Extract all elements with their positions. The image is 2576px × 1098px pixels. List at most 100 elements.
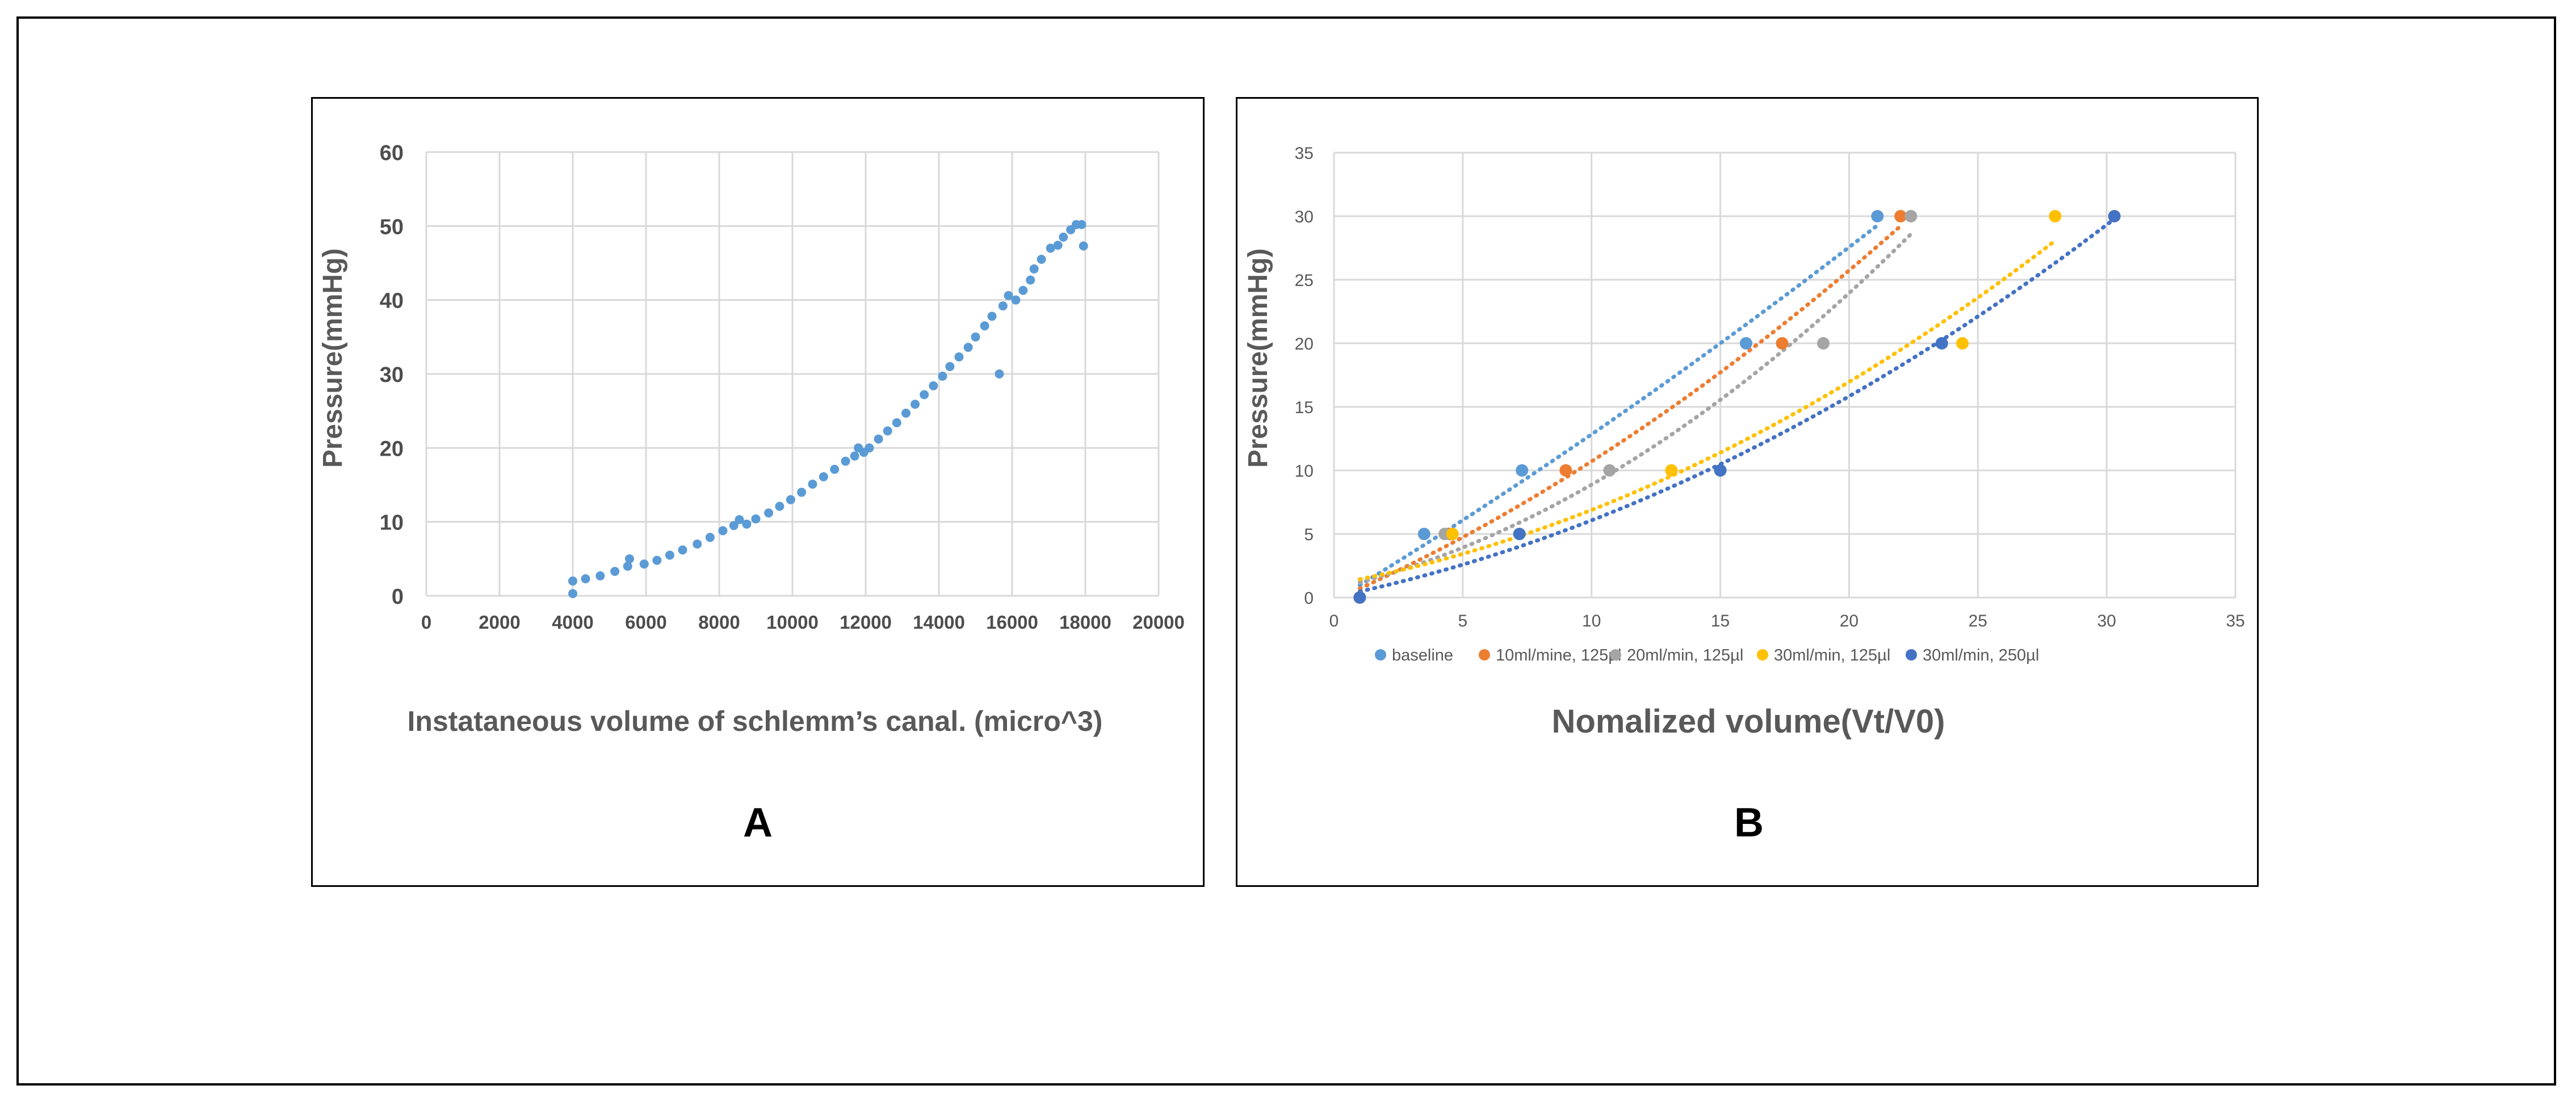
- chart-a-data-point: [624, 554, 634, 563]
- chart-a-data-point: [971, 332, 980, 342]
- chart-a-data-point: [980, 321, 989, 331]
- chart-b-trendline: [1357, 224, 1903, 591]
- chart-b-y-tick-label: 25: [1295, 271, 1314, 290]
- chart-a-data-point: [1059, 232, 1068, 242]
- chart-b-ylabel: Pressure(mmHg): [1243, 249, 1273, 468]
- chart-a-data-point: [938, 371, 947, 381]
- chart-b-x-ticks: 0 5 10 15 20 25 30 35: [1329, 612, 2245, 630]
- chart-b-data-point: [1417, 528, 1430, 540]
- chart-b-x-tick-label: 5: [1458, 612, 1468, 630]
- chart-a-data-point: [1077, 220, 1086, 229]
- chart-b-y-tick-label: 15: [1295, 398, 1314, 417]
- chart-b-data-point: [1956, 337, 1969, 350]
- chart-a-grid: [425, 151, 1160, 597]
- chart-b-x-tick-label: 0: [1329, 612, 1339, 630]
- chart-a-data-point: [786, 495, 795, 504]
- chart-a-data-point: [819, 472, 828, 482]
- chart-b-y-tick-label: 20: [1295, 335, 1314, 354]
- chart-a-data-point: [595, 571, 605, 580]
- chart-b-data-point: [1776, 337, 1789, 350]
- chart-a-data-point: [568, 589, 577, 599]
- chart-b-legend-label: 30ml/min, 125µl: [1774, 646, 1890, 664]
- chart-a-data-point: [865, 443, 874, 453]
- chart-b-y-tick-label: 0: [1304, 589, 1314, 608]
- chart-a-x-tick-label: 6000: [625, 612, 666, 633]
- chart-b-y-tick-label: 10: [1295, 462, 1314, 481]
- chart-b-trendline: [1357, 238, 2057, 582]
- chart-b-legend: baseline 10ml/mine, 125µl 20ml/min, 125µl 3…: [1375, 646, 2039, 664]
- chart-a-data-point: [1079, 241, 1088, 251]
- chart-b-legend-label: 30ml/min, 250µl: [1923, 646, 2039, 664]
- chart-a-data-point: [735, 515, 744, 524]
- chart-a-data-point: [1018, 285, 1028, 295]
- chart-a-data-point: [652, 556, 662, 565]
- chart-b-x-tick-label: 25: [1969, 612, 1987, 630]
- panel-a-label: A: [743, 800, 773, 845]
- chart-a-data-point: [830, 465, 840, 474]
- chart-b-data-point: [1353, 591, 1366, 604]
- chart-b-y-ticks: 0 5 10 15 20 25 30 35: [1295, 144, 1314, 608]
- chart-a-x-tick-label: 0: [421, 612, 431, 633]
- chart-b-svg: 0 5 10 15 20 25 30 35 0 5 10 15 20 25 30 35 baseline 10…: [1243, 144, 2245, 845]
- chart-b-data-point: [1871, 210, 1884, 222]
- chart-a-x-tick-label: 20000: [1132, 612, 1185, 633]
- chart-a-data-point: [883, 426, 892, 436]
- chart-b-x-tick-label: 30: [2097, 612, 2116, 630]
- chart-b-data-point: [2108, 210, 2121, 222]
- chart-a-data-point: [892, 418, 901, 428]
- chart-a-data-point: [581, 574, 590, 584]
- chart-a-x-tick-label: 18000: [1059, 612, 1111, 633]
- chart-a-y-tick-label: 10: [380, 511, 404, 535]
- panel-b-label: B: [1734, 800, 1764, 845]
- chart-a-data-point: [1011, 295, 1021, 305]
- chart-a-x-tick-label: 2000: [479, 612, 520, 633]
- chart-a-x-tick-label: 16000: [986, 612, 1038, 633]
- chart-a-data-point: [841, 456, 850, 466]
- chart-b-xlabel: Nomalized volume(Vt/V0): [1552, 703, 1945, 740]
- chart-a-x-tick-label: 8000: [698, 612, 740, 633]
- chart-b-data-point: [1513, 528, 1526, 540]
- chart-a-data-point: [764, 508, 774, 518]
- chart-b-data-point: [1665, 464, 1678, 477]
- chart-a-data-point: [775, 502, 784, 511]
- chart-a-y-tick-label: 0: [392, 585, 404, 609]
- chart-b-data-point: [1714, 464, 1727, 477]
- chart-a-data-point: [929, 381, 938, 390]
- panel-b: 0 5 10 15 20 25 30 35 0 5 10 15 20 25 30 35 baseline 10…: [1236, 97, 2259, 887]
- chart-a-data-point: [995, 369, 1004, 378]
- chart-b-x-tick-label: 35: [2226, 612, 2244, 630]
- chart-b-y-tick-label: 30: [1295, 208, 1314, 226]
- chart-b-grid: [1333, 152, 2237, 599]
- chart-a-points: [568, 220, 1088, 599]
- chart-a-ylabel: Pressure(mmHg): [318, 249, 348, 468]
- chart-a-data-point: [751, 514, 761, 524]
- chart-a-data-point: [963, 343, 973, 352]
- chart-a-data-point: [623, 561, 632, 571]
- chart-b-y-tick-label: 35: [1295, 144, 1314, 163]
- chart-a-data-point: [797, 487, 807, 497]
- panel-a: 0 2000 4000 6000 8000 10000 12000 14000 16000 180…: [311, 97, 1205, 887]
- chart-a-data-point: [945, 361, 955, 371]
- chart-a-data-point: [742, 519, 752, 529]
- chart-b-x-tick-label: 20: [1840, 612, 1858, 630]
- chart-a-x-tick-label: 12000: [840, 612, 892, 633]
- chart-a-data-point: [998, 301, 1008, 311]
- chart-a-data-point: [1037, 254, 1046, 264]
- chart-b-x-tick-label: 15: [1711, 612, 1730, 630]
- chart-b-legend-marker: [1906, 649, 1917, 661]
- chart-a-data-point: [1029, 264, 1039, 274]
- chart-a-y-tick-label: 30: [380, 363, 404, 387]
- chart-b-legend-label: 10ml/mine, 125µl: [1496, 646, 1621, 664]
- chart-a-x-tick-label: 14000: [913, 612, 965, 633]
- chart-a-data-point: [610, 566, 620, 576]
- chart-b-legend-marker: [1479, 649, 1490, 661]
- chart-b-data-point: [1904, 210, 1918, 222]
- chart-b-trendline: [1357, 217, 2117, 594]
- chart-b-data-point: [1935, 337, 1948, 350]
- chart-a-data-point: [954, 352, 964, 362]
- chart-a-data-point: [665, 550, 674, 560]
- chart-a-data-point: [1026, 275, 1035, 285]
- chart-b-legend-marker: [1757, 649, 1768, 661]
- chart-b-legend-label: baseline: [1392, 646, 1453, 664]
- chart-a-data-point: [901, 409, 911, 418]
